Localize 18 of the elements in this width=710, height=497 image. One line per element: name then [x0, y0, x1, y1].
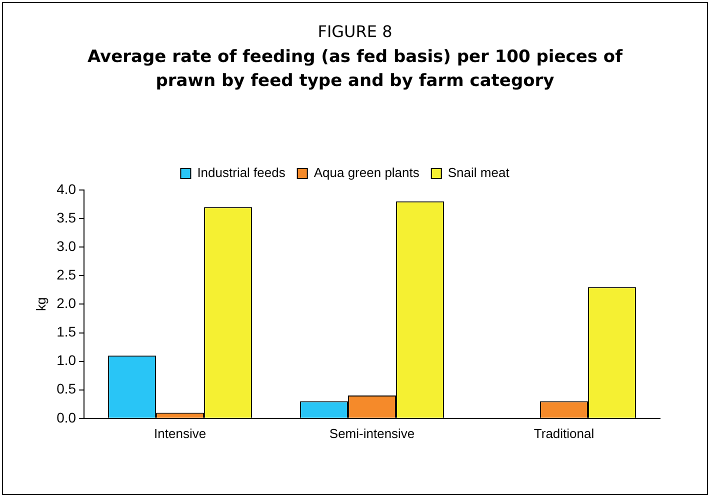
x-tick-label: Traditional: [534, 426, 594, 441]
y-tick-label: 3.0: [56, 238, 76, 254]
y-tick-label: 1.0: [56, 352, 76, 368]
y-tick-label: 3.5: [56, 209, 76, 226]
x-tick-label: Semi-intensive: [329, 426, 415, 441]
legend-label: Aqua green plants: [314, 165, 420, 180]
y-tick-label: 1.5: [56, 324, 76, 340]
chart-subtitle: Average rate of feeding (as fed basis) per 100 pieces of prawn by feed type and by farm category: [86, 46, 624, 93]
y-tick-label: 0.0: [56, 409, 76, 426]
y-tick-label: 4.0: [56, 180, 76, 197]
y-axis-title: kg: [33, 297, 48, 312]
y-tick-label: 0.5: [56, 380, 76, 397]
chart-title: FIGURE 8: [316, 22, 394, 41]
legend-label: Industrial feeds: [197, 165, 286, 180]
y-tick-label: 2.0: [56, 295, 76, 312]
x-tick-label: Intensive: [154, 426, 206, 441]
legend-label: Snail meat: [448, 165, 510, 180]
y-tick-label: 2.5: [56, 266, 76, 283]
